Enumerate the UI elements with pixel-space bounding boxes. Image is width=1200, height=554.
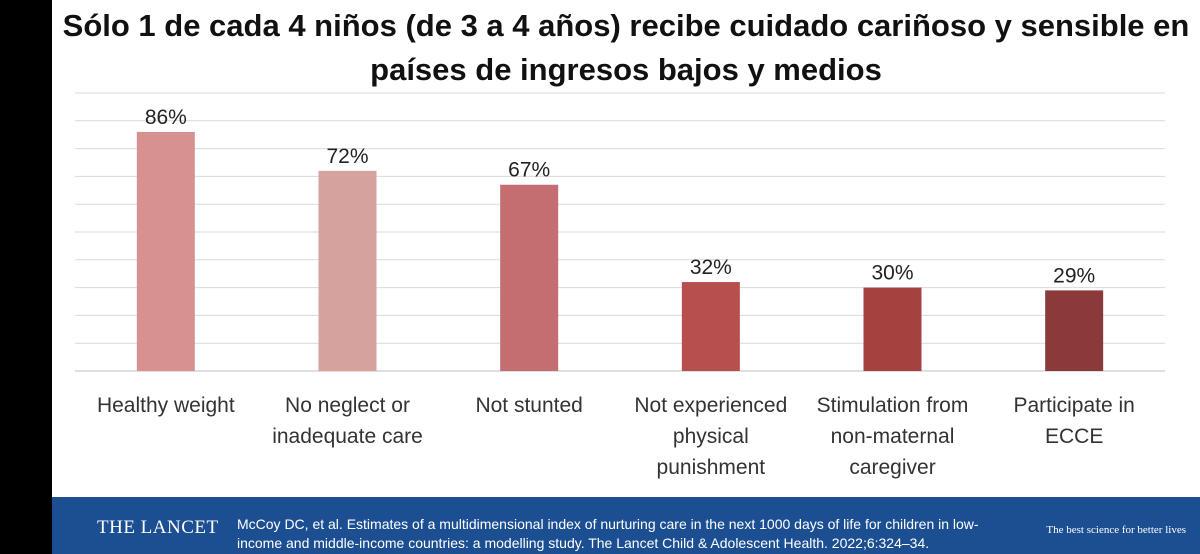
bar xyxy=(136,131,195,371)
category-label-line: Not stunted xyxy=(475,394,582,417)
category-label-line: Not experienced xyxy=(634,394,787,417)
category-label-line: Stimulation from xyxy=(817,394,969,417)
bar-value-label: 32% xyxy=(690,256,732,279)
category-label-line: physical xyxy=(673,425,749,448)
category-label: Not experienced physical punishment xyxy=(634,394,787,479)
bar xyxy=(863,287,922,371)
category-label-line: inadequate care xyxy=(272,425,423,448)
lancet-logo: THE LANCET xyxy=(97,517,219,538)
chart-title: Sólo 1 de cada 4 niños (de 3 a 4 años) r… xyxy=(62,8,1190,87)
category-label-line: non-maternal xyxy=(831,425,955,448)
category-label-line: caregiver xyxy=(849,456,935,479)
category-label: Participate in ECCE xyxy=(1013,394,1134,448)
category-label: Stimulation from non-maternal caregiver xyxy=(817,394,969,479)
category-label-line: No neglect or xyxy=(285,394,410,417)
category-label-line: Healthy weight xyxy=(97,394,235,417)
bar xyxy=(1045,290,1104,371)
category-label-line: punishment xyxy=(657,456,766,479)
bar-value-label: 72% xyxy=(326,145,368,168)
bar-value-label: 67% xyxy=(508,159,550,182)
citation-text: McCoy DC, et al. Estimates of a multidim… xyxy=(237,516,979,551)
slide: Sólo 1 de cada 4 niños (de 3 a 4 años) r… xyxy=(52,0,1200,554)
category-label-line: Participate in xyxy=(1013,394,1134,417)
bar-value-label: 29% xyxy=(1053,264,1095,287)
bar xyxy=(500,184,559,371)
category-label: No neglect or inadequate care xyxy=(272,394,423,448)
bar-value-label: 86% xyxy=(145,106,187,129)
bar xyxy=(318,170,377,371)
tagline-text: The best science for better lives xyxy=(1046,524,1186,536)
category-label-line: ECCE xyxy=(1045,425,1103,448)
category-label: Healthy weight xyxy=(97,394,235,417)
category-label: Not stunted xyxy=(475,394,582,417)
bar xyxy=(681,282,740,371)
bar-chart: 86% Healthy weight 72% No neglect or inadequ… xyxy=(75,92,1165,479)
bar-value-label: 30% xyxy=(871,262,913,285)
footer-banner: THE LANCET McCoy DC, et al. Estimates of… xyxy=(52,497,1200,554)
